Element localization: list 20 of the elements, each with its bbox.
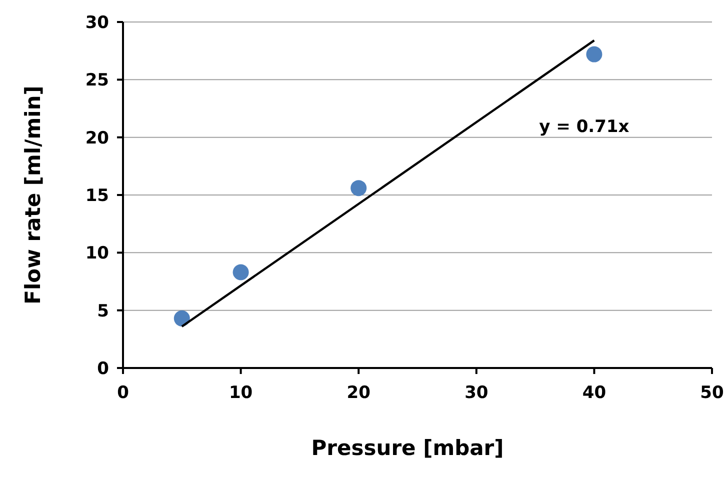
y-axis-title: Flow rate [ml/min] [21,86,45,304]
point [232,264,249,280]
x-tick-label: 0 [117,383,130,403]
y-tick-label: 30 [85,12,110,33]
x-tick-label: 10 [228,383,253,403]
y-tick-label: 10 [85,244,110,264]
x-tick-label: 50 [700,383,724,403]
y-tick-label: 5 [97,301,109,322]
x-tick-label: 20 [346,383,371,403]
point [586,46,602,62]
x-tick-label: 30 [464,383,488,403]
x-tick-label: 40 [582,383,606,403]
point [350,180,367,196]
annotation: y = 0.71x [539,116,630,137]
y-tick-label: 20 [85,128,110,148]
point [174,310,190,326]
y-tick-label: 0 [97,358,110,379]
y-tick-label: 15 [85,186,109,206]
x-axis-title: Pressure [mbar] [311,436,504,460]
y-tick-label: 25 [85,70,109,91]
